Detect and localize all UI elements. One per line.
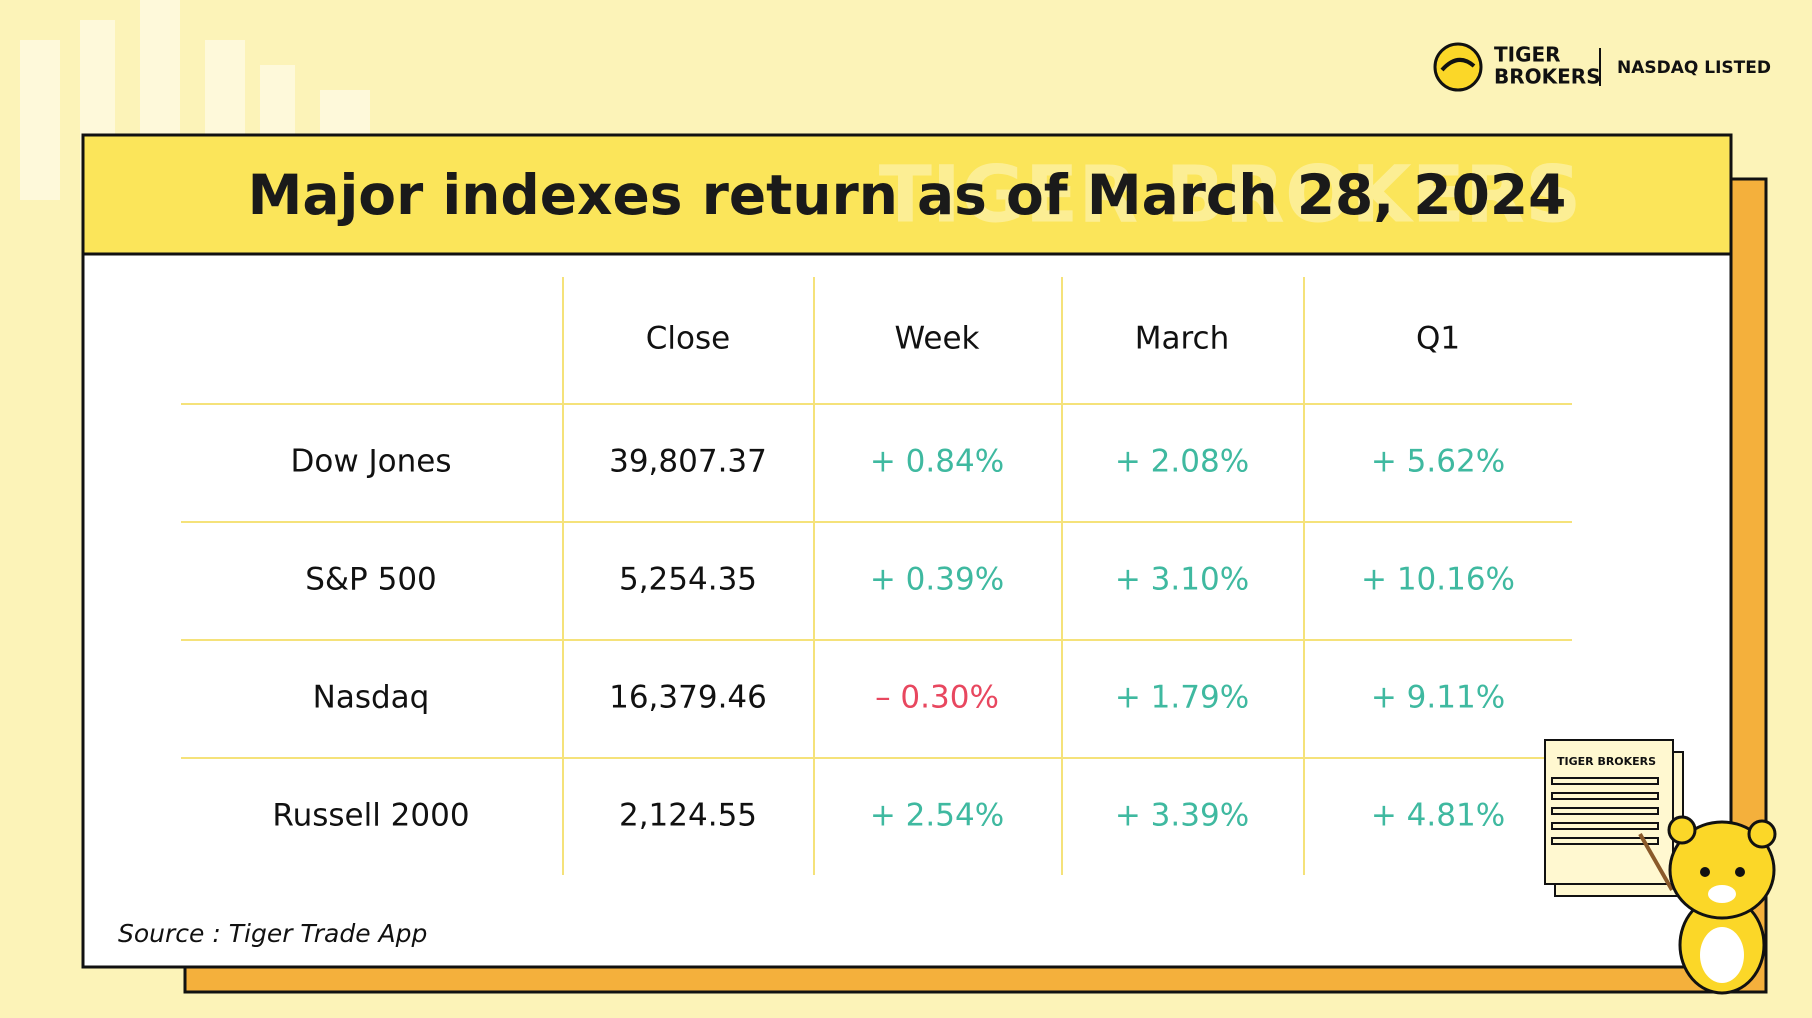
row-label: Russell 2000 (272, 798, 469, 834)
change-cell: + 9.11% (1371, 680, 1505, 716)
logo-text: TIGER (1494, 43, 1561, 67)
title-band (84, 136, 1730, 254)
mascot: TIGER BROKERS (1544, 739, 1777, 995)
row-label: Dow Jones (290, 444, 451, 480)
close-cell: 16,379.46 (609, 680, 767, 716)
change-cell: – 0.30% (875, 680, 999, 716)
close-cell: 2,124.55 (619, 798, 757, 834)
change-cell: + 3.39% (1115, 798, 1249, 834)
column-header: Week (895, 321, 980, 357)
close-cell: 39,807.37 (609, 444, 767, 480)
watermark: TIGER BROKERS (879, 150, 1582, 240)
change-cell: + 4.81% (1371, 798, 1505, 834)
table-lines (181, 277, 1572, 875)
change-cell: + 2.08% (1115, 444, 1249, 480)
change-cell: + 2.54% (870, 798, 1004, 834)
title: Major indexes return as of March 28, 202… (248, 163, 1567, 227)
column-header: Close (646, 321, 730, 357)
change-cell: + 5.62% (1371, 444, 1505, 480)
row-label: S&P 500 (305, 562, 437, 598)
change-cell: + 1.79% (1115, 680, 1249, 716)
table: Close Week March Q1 Dow Jones 39,807.37 + 0.84… (272, 321, 1515, 834)
footnote: Source : Tiger Trade App (118, 919, 427, 948)
close-cell: 5,254.35 (619, 562, 757, 598)
change-cell: + 10.16% (1361, 562, 1515, 598)
column-header: March (1135, 321, 1230, 357)
change-cell: + 0.84% (870, 444, 1004, 480)
row-label: Nasdaq (313, 680, 430, 716)
column-header: Q1 (1416, 321, 1460, 357)
card (81, 133, 1733, 969)
change-cell: + 3.10% (1115, 562, 1249, 598)
mascot-sign: TIGER BROKERS (1557, 755, 1656, 768)
logo-text: BROKERS (1494, 65, 1601, 89)
listing: NASDAQ LISTED (1617, 58, 1771, 78)
logo: TIGER BROKERS NASDAQ LISTED (1433, 42, 1771, 92)
change-cell: + 0.39% (870, 562, 1004, 598)
